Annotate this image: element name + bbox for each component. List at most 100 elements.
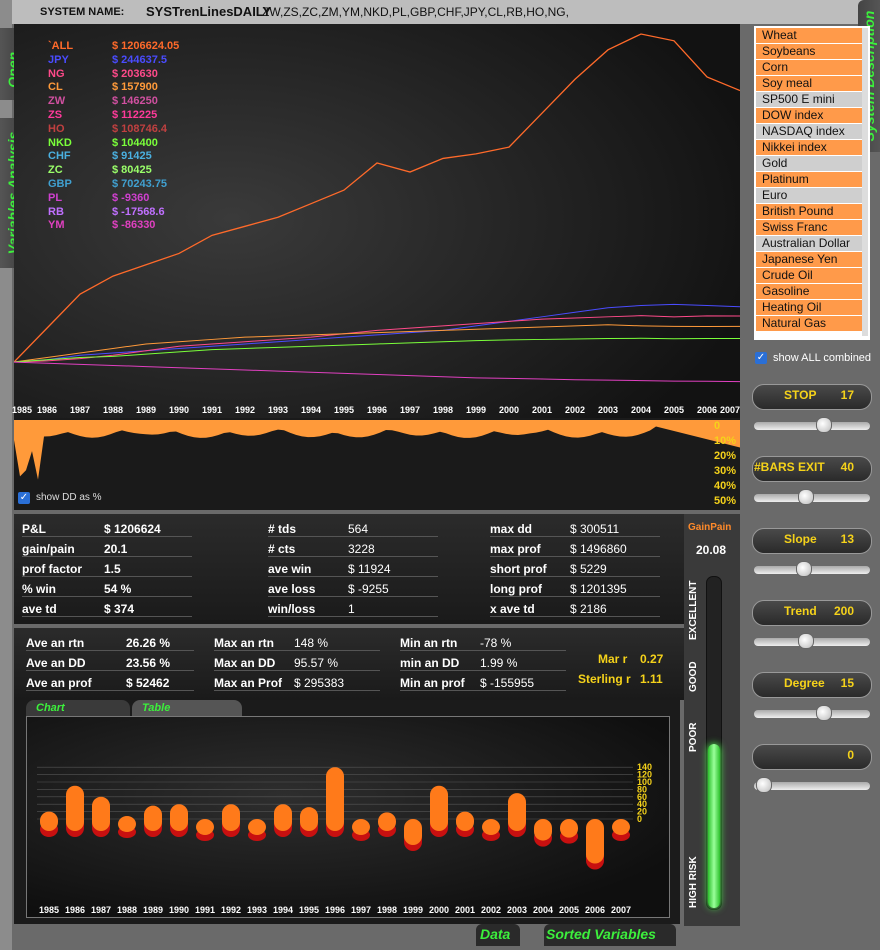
- equity-chart: [14, 33, 740, 510]
- param-slider-knob[interactable]: [816, 705, 832, 721]
- tab-table[interactable]: Table: [132, 700, 242, 716]
- param-value: 17: [840, 388, 854, 402]
- legend-value-11: $ -9360: [112, 191, 150, 204]
- instrument-item[interactable]: Australian Dollar: [756, 236, 868, 251]
- instrument-item[interactable]: Swiss Franc: [756, 220, 868, 235]
- param-slider-track[interactable]: [754, 710, 870, 718]
- instrument-item[interactable]: Euro: [756, 188, 868, 203]
- tab-chart[interactable]: Chart: [26, 700, 130, 716]
- param-name: Degree: [784, 676, 825, 690]
- bar-year-label: 2000: [429, 905, 449, 915]
- aveprof-value: $ 52462: [126, 676, 170, 690]
- instrument-item[interactable]: Nikkei index: [756, 140, 868, 155]
- tds-value: 564: [348, 522, 369, 536]
- bar-2003: [508, 793, 526, 831]
- show-dd-checkbox[interactable]: ✓: [18, 492, 30, 504]
- show-all-combined-checkbox[interactable]: ✓: [755, 352, 767, 364]
- year-tick-label: 1999: [465, 405, 487, 415]
- year-tick-label: 2003: [597, 405, 619, 415]
- instrument-item[interactable]: Corn: [756, 60, 868, 75]
- bar-year-label: 1993: [247, 905, 267, 915]
- bar-year-label: 1989: [143, 905, 163, 915]
- sorted-variables-tab[interactable]: Sorted Variables: [544, 924, 676, 946]
- drawdown-area: [14, 418, 740, 510]
- instrument-item[interactable]: Platinum: [756, 172, 868, 187]
- instrument-item[interactable]: British Pound: [756, 204, 868, 219]
- bar-1990: [170, 804, 188, 831]
- bar-year-label: 1995: [299, 905, 319, 915]
- bar-year-label: 1998: [377, 905, 397, 915]
- param-value: 0: [847, 748, 854, 762]
- param-value: 15: [840, 676, 854, 690]
- legend-code-10: GBP: [48, 178, 72, 190]
- avertn-value: 26.26 %: [126, 636, 171, 650]
- param-value-field[interactable]: [752, 384, 872, 410]
- param-slider-knob[interactable]: [798, 633, 814, 649]
- bar-2004: [534, 819, 552, 841]
- param-slider-knob[interactable]: [798, 489, 814, 505]
- bar-ytick-label: 80: [637, 784, 647, 794]
- param-value-field[interactable]: [752, 672, 872, 698]
- param-slider-track[interactable]: [754, 566, 870, 574]
- winloss-label: win/loss: [268, 602, 438, 617]
- instrument-item[interactable]: Gasoline: [756, 284, 868, 299]
- year-tick-label: 1986: [36, 405, 58, 415]
- gauge-label-poor: POOR: [688, 722, 699, 752]
- data-tab[interactable]: Data: [476, 924, 520, 946]
- tab-table-label: Table: [142, 702, 171, 714]
- param-value-field[interactable]: [752, 528, 872, 554]
- bar-1985: [40, 811, 58, 831]
- instrument-list-scrollbar[interactable]: [862, 28, 868, 336]
- param-slider-track[interactable]: [754, 782, 870, 790]
- gainpain-title: GainPain: [688, 522, 732, 533]
- bar-year-label: 2002: [481, 905, 501, 915]
- instrument-item[interactable]: Soy meal: [756, 76, 868, 91]
- bar-1992: [222, 804, 240, 831]
- gainpain-value: 20.1: [104, 542, 128, 556]
- year-tick-label: 1987: [69, 405, 91, 415]
- instrument-item[interactable]: Soybeans: [756, 44, 868, 59]
- avewin-value: $ 11924: [348, 562, 391, 576]
- longprof-label: long prof: [490, 582, 660, 597]
- param-slider-track[interactable]: [754, 422, 870, 430]
- marr-value: 0.27: [640, 652, 664, 666]
- param-value: 40: [840, 460, 854, 474]
- instrument-item[interactable]: Japanese Yen: [756, 252, 868, 267]
- bar-year-label: 1994: [273, 905, 293, 915]
- gainpain-gauge-fill: [708, 744, 720, 908]
- instrument-item[interactable]: Natural Gas: [756, 316, 868, 331]
- legend-code-1: JPY: [48, 53, 69, 66]
- bar-1986: [66, 785, 84, 831]
- equity-chart-panel: `ALL $ 1206624.05 JPY $ 244637.5 NG $ 203630 C…: [12, 24, 740, 510]
- param-slider-knob[interactable]: [796, 561, 812, 577]
- legend-value-8: $ 91425: [112, 150, 152, 163]
- instrument-item[interactable]: Heating Oil: [756, 300, 868, 315]
- instrument-item[interactable]: Wheat: [756, 28, 868, 43]
- gainpain-value: 20.08: [696, 543, 727, 557]
- drawdown-shape: [14, 420, 740, 480]
- equity-line-ng: [14, 315, 740, 363]
- instrument-item[interactable]: Crude Oil: [756, 268, 868, 283]
- param-slider-knob[interactable]: [756, 777, 772, 793]
- instrument-item[interactable]: NASDAQ index: [756, 124, 868, 139]
- legend-code-13: YM: [48, 219, 65, 232]
- instrument-item[interactable]: DOW index: [756, 108, 868, 123]
- shortprof-label: short prof: [490, 562, 660, 577]
- param-value-field[interactable]: [752, 600, 872, 626]
- param-slider-knob[interactable]: [816, 417, 832, 433]
- year-tick-label: 1998: [432, 405, 454, 415]
- bar-year-label: 1985: [39, 905, 59, 915]
- param-control: #BARS EXIT 40: [752, 456, 872, 518]
- avertn-label: Ave an rtn: [26, 636, 194, 651]
- param-value-field[interactable]: [752, 456, 872, 482]
- minrtn-value: -78 %: [480, 636, 512, 650]
- bar-ytick-label: 140: [637, 762, 652, 772]
- param-value-field[interactable]: [752, 744, 872, 770]
- instrument-item[interactable]: SP500 E mini: [756, 92, 868, 107]
- year-tick-label: 1989: [135, 405, 157, 415]
- instrument-list[interactable]: Wheat Soybeans Corn Soy meal SP500 E mini DOW…: [754, 26, 870, 340]
- winloss-value: 1: [348, 602, 355, 616]
- instrument-item[interactable]: Gold: [756, 156, 868, 171]
- year-tick-label: 1997: [399, 405, 421, 415]
- longprof-value: $ 1201395: [570, 582, 627, 596]
